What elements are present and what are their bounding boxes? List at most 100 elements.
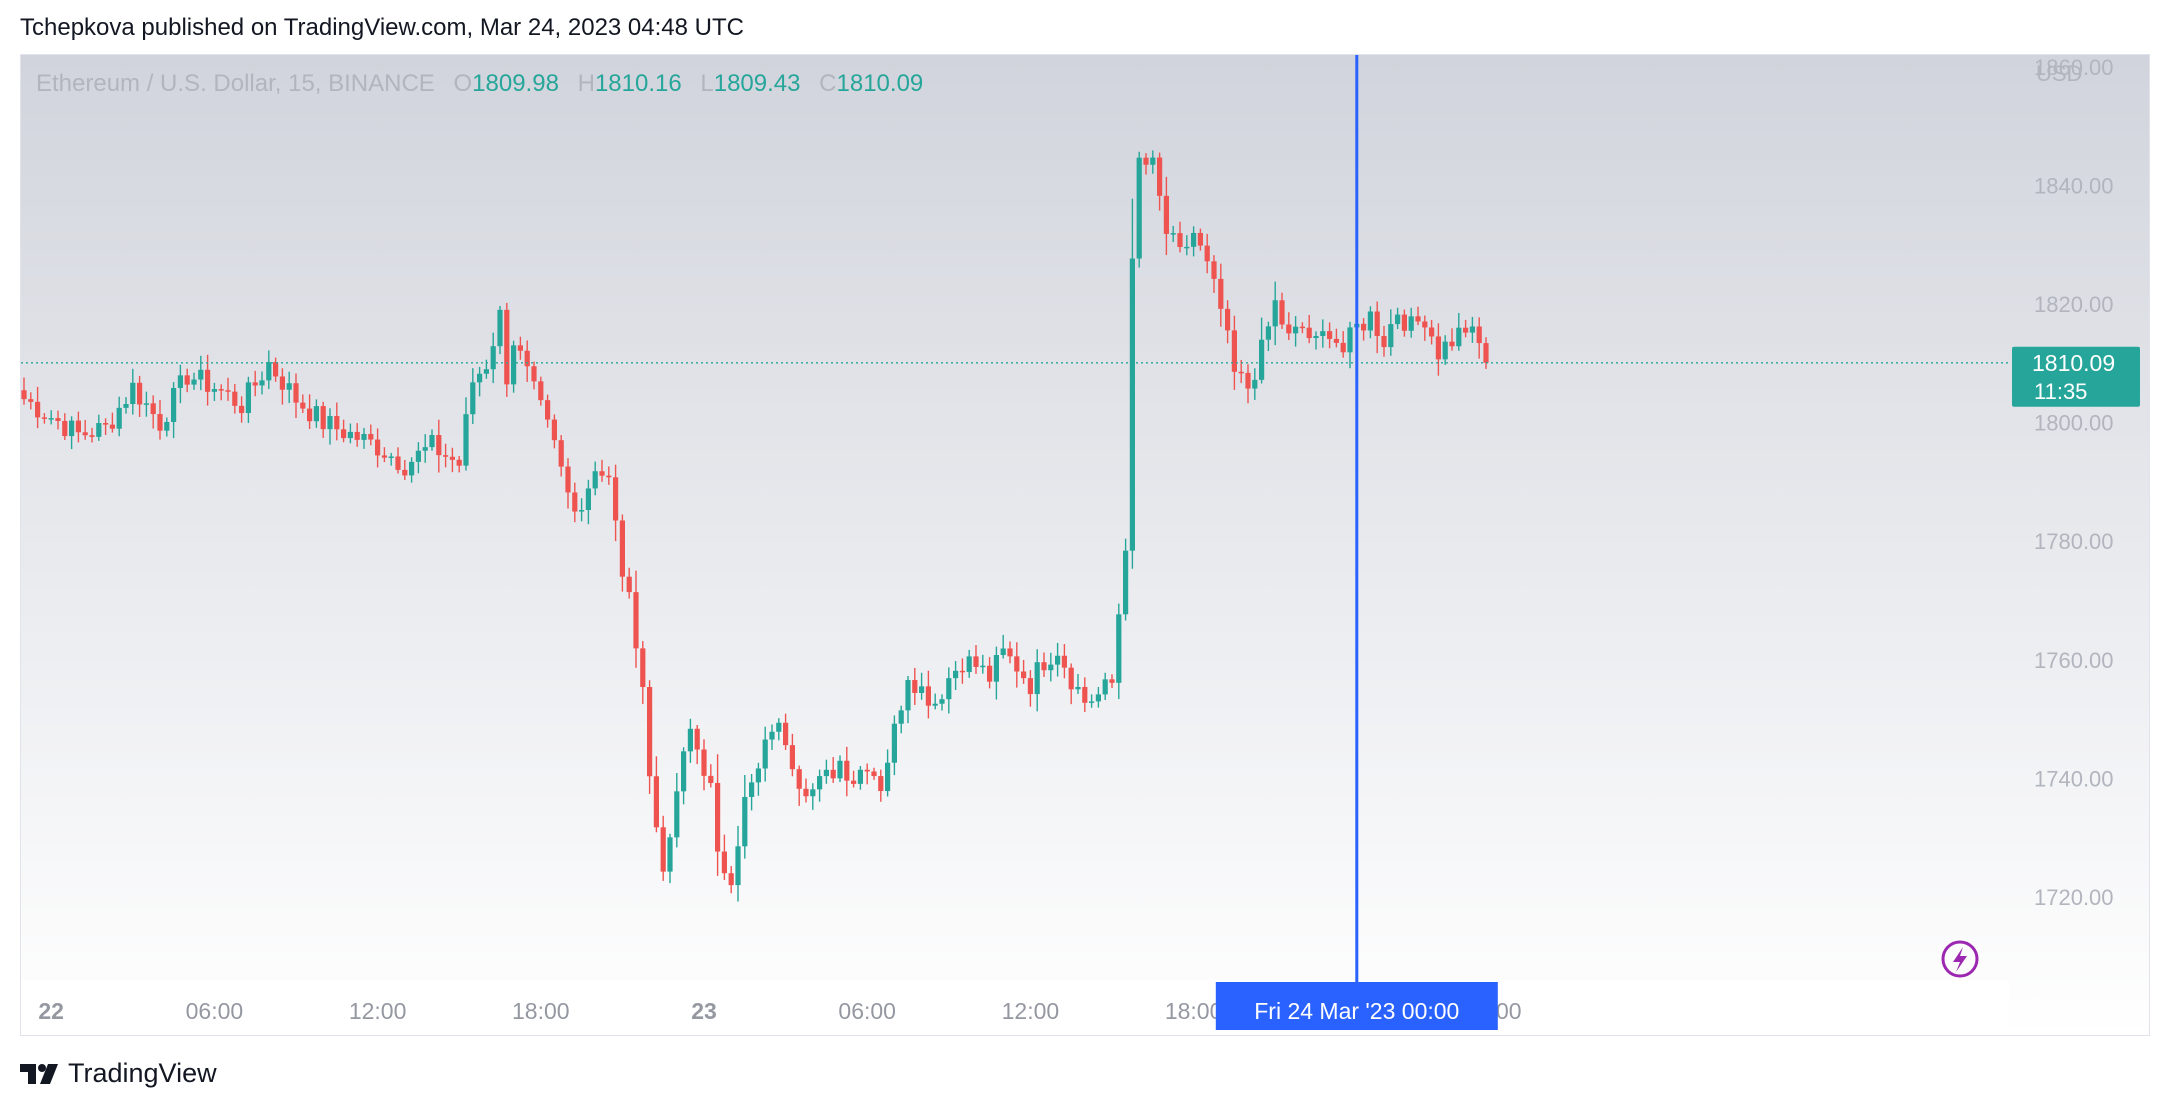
candle-body: [919, 686, 925, 693]
candle-body: [286, 383, 292, 390]
x-tick-label: 12:00: [349, 998, 407, 1024]
y-tick-label: 1820.00: [2034, 292, 2114, 317]
time-axis-area: [21, 980, 2009, 1035]
candle-body: [1449, 341, 1455, 347]
candle-body: [939, 699, 945, 704]
candle-body: [1313, 336, 1319, 339]
candle-body: [769, 731, 775, 740]
close-key: C: [819, 70, 837, 97]
candle-body: [266, 362, 272, 381]
candle-body: [1218, 278, 1224, 309]
candle-body: [864, 769, 870, 772]
candle-body: [912, 680, 918, 693]
candle-body: [1252, 379, 1258, 389]
candle-body: [1177, 233, 1183, 247]
candle-body: [1347, 327, 1353, 353]
candle-body: [531, 366, 537, 382]
candle-body: [585, 488, 591, 511]
candle-body: [164, 421, 170, 431]
candle-body: [1238, 371, 1244, 374]
y-tick-label: 1840.00: [2034, 173, 2114, 198]
candle-body: [592, 471, 598, 489]
candle-body: [1089, 701, 1095, 703]
candle-body: [558, 440, 564, 467]
candle-body: [783, 722, 789, 746]
candle-body: [701, 749, 707, 776]
candle-body: [789, 745, 795, 770]
candle-body: [1340, 342, 1346, 353]
candle-body: [300, 402, 306, 409]
candle-body: [1197, 232, 1203, 246]
candle-body: [1055, 655, 1061, 665]
candle-body: [320, 406, 326, 430]
footer-brand: TradingView: [68, 1058, 217, 1088]
candle-body: [375, 439, 381, 456]
candle-body: [885, 762, 891, 792]
candle-body: [293, 383, 299, 403]
candle-body: [619, 520, 625, 577]
candle-body: [1327, 331, 1333, 339]
x-tick-label: 12:00: [1002, 998, 1060, 1024]
candle-body: [851, 780, 857, 784]
candle-body: [347, 431, 353, 439]
candle-body: [171, 387, 177, 422]
candle-body: [1361, 323, 1367, 331]
last-price-value: 1810.09: [2032, 350, 2115, 376]
candle-body: [504, 309, 510, 385]
footer: TradingView: [20, 1058, 217, 1089]
candle-body: [429, 435, 435, 448]
candle-body: [721, 851, 727, 874]
candle-body: [837, 760, 843, 779]
high-value: 1810.16: [594, 70, 682, 97]
candle-body: [687, 728, 693, 752]
candle-body: [415, 450, 421, 462]
candle-body: [21, 390, 27, 400]
candle-body: [626, 576, 632, 593]
candle-body: [259, 380, 265, 386]
candle-body: [633, 592, 639, 649]
candle-body: [1429, 327, 1435, 337]
candle-body: [694, 728, 700, 750]
candle-body: [1123, 550, 1129, 615]
candle-body: [511, 345, 517, 385]
candle-body: [1170, 233, 1176, 235]
candle-body: [1061, 655, 1067, 668]
publish-info: Tchepkova published on TradingView.com, …: [20, 14, 744, 41]
candle-body: [470, 382, 476, 415]
candle-body: [1259, 339, 1265, 380]
y-tick-label: 1800.00: [2034, 411, 2114, 436]
candlestick-chart[interactable]: 1860.00 1840.00 1820.00 1800.00 1780.00 1760.…: [20, 54, 2150, 1036]
candle-body: [402, 469, 408, 476]
low-key: L: [700, 70, 714, 97]
candle-body: [116, 407, 122, 429]
candle-body: [198, 369, 204, 380]
candle-body: [762, 739, 768, 769]
candle-body: [1027, 678, 1033, 695]
candle-body: [82, 432, 88, 436]
candle-body: [497, 309, 503, 347]
candle-body: [109, 424, 115, 429]
candle-body: [28, 399, 34, 402]
candle-body: [966, 656, 972, 673]
last-price-tag: [2012, 346, 2140, 407]
y-tick-label: 1760.00: [2034, 648, 2114, 673]
candle-body: [1374, 311, 1380, 337]
candle-body: [1204, 245, 1210, 262]
lightning-icon[interactable]: [1941, 940, 1979, 978]
candle-body: [1075, 686, 1081, 690]
crosshair-time-tag: [1215, 982, 1498, 1030]
candle-body: [1163, 195, 1169, 234]
candle-body: [143, 403, 149, 405]
candle-body: [1388, 324, 1394, 348]
candles-layer: [21, 150, 1489, 902]
candle-body: [69, 420, 75, 437]
candle-body: [218, 389, 224, 391]
candle-body: [436, 435, 442, 456]
candle-body: [755, 768, 761, 783]
candle-body: [381, 455, 387, 458]
candle-body: [599, 471, 605, 476]
candle-body: [844, 760, 850, 781]
candle-body: [1048, 664, 1054, 671]
candle-body: [735, 846, 741, 886]
candle-body: [1306, 327, 1312, 339]
